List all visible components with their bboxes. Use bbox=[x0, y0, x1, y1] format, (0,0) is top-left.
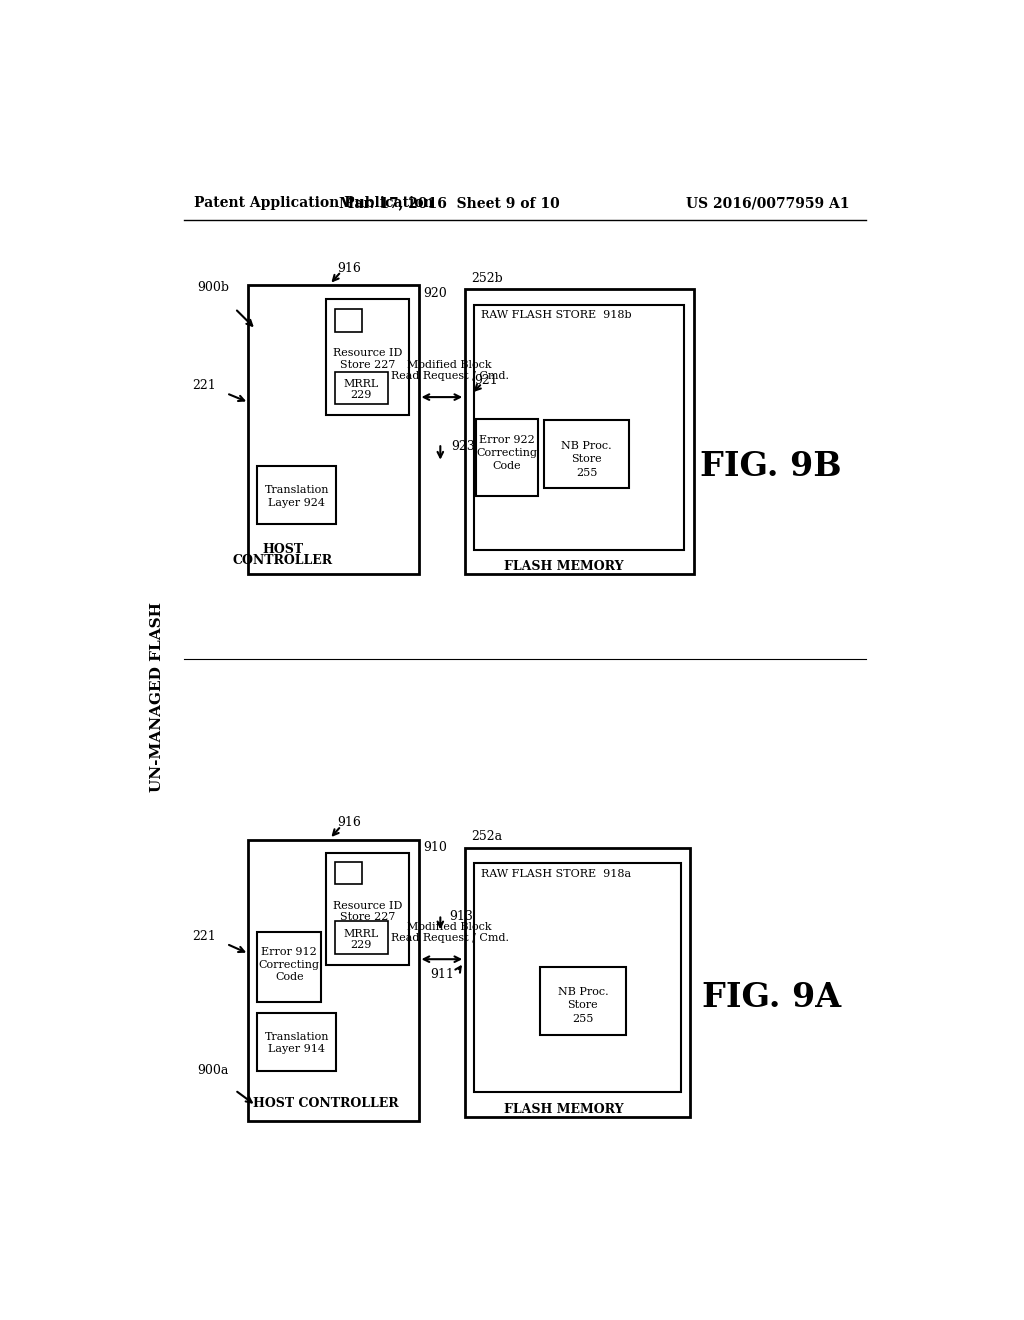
Bar bbox=[335, 309, 362, 331]
Text: Store: Store bbox=[567, 1001, 598, 1010]
Text: Translation: Translation bbox=[264, 486, 329, 495]
Bar bbox=[257, 466, 337, 524]
Bar bbox=[544, 420, 630, 488]
Text: Store: Store bbox=[571, 454, 602, 463]
Text: MRRL: MRRL bbox=[344, 929, 379, 939]
Text: FLASH MEMORY: FLASH MEMORY bbox=[504, 560, 624, 573]
Text: HOST: HOST bbox=[262, 543, 303, 556]
Bar bbox=[335, 372, 388, 404]
Text: 913: 913 bbox=[450, 911, 473, 924]
Text: Layer 924: Layer 924 bbox=[268, 498, 326, 508]
Text: Layer 914: Layer 914 bbox=[268, 1044, 326, 1055]
Text: 252b: 252b bbox=[471, 272, 503, 285]
Bar bbox=[326, 853, 410, 965]
Text: Translation: Translation bbox=[264, 1032, 329, 1041]
Bar bbox=[476, 418, 538, 496]
Text: 923: 923 bbox=[452, 440, 475, 453]
Text: 221: 221 bbox=[191, 379, 216, 392]
Text: Read Request / Cmd.: Read Request / Cmd. bbox=[390, 371, 509, 380]
Bar bbox=[465, 289, 693, 574]
Text: 910: 910 bbox=[423, 841, 447, 854]
Text: Store 227: Store 227 bbox=[340, 360, 395, 370]
Bar bbox=[335, 862, 362, 884]
Text: 916: 916 bbox=[337, 816, 360, 829]
Text: Store 227: Store 227 bbox=[340, 912, 395, 921]
Text: FIG. 9A: FIG. 9A bbox=[701, 981, 841, 1014]
Text: Resource ID: Resource ID bbox=[333, 348, 402, 358]
Text: 229: 229 bbox=[350, 940, 372, 949]
Text: 900b: 900b bbox=[198, 281, 229, 294]
Bar bbox=[474, 863, 681, 1093]
Text: CONTROLLER: CONTROLLER bbox=[232, 554, 333, 566]
Bar bbox=[248, 285, 419, 574]
Text: 916: 916 bbox=[337, 261, 360, 275]
Text: HOST CONTROLLER: HOST CONTROLLER bbox=[253, 1097, 398, 1110]
Text: 229: 229 bbox=[350, 389, 372, 400]
Bar bbox=[257, 1014, 337, 1071]
Text: FLASH MEMORY: FLASH MEMORY bbox=[504, 1102, 624, 1115]
Text: Modified Block: Modified Block bbox=[408, 360, 492, 370]
Text: Correcting: Correcting bbox=[259, 960, 319, 970]
Text: UN-MANAGED FLASH: UN-MANAGED FLASH bbox=[151, 602, 165, 792]
Bar bbox=[335, 921, 388, 954]
Text: Error 922: Error 922 bbox=[479, 436, 535, 445]
Text: Mar. 17, 2016  Sheet 9 of 10: Mar. 17, 2016 Sheet 9 of 10 bbox=[339, 197, 560, 210]
Text: Read Request / Cmd.: Read Request / Cmd. bbox=[390, 933, 509, 942]
Bar bbox=[541, 966, 626, 1035]
Text: Code: Code bbox=[274, 972, 303, 982]
Text: Error 912: Error 912 bbox=[261, 948, 317, 957]
Text: 255: 255 bbox=[572, 1014, 594, 1024]
Bar bbox=[257, 932, 321, 1002]
Text: 900a: 900a bbox=[198, 1064, 229, 1077]
Text: Patent Application Publication: Patent Application Publication bbox=[194, 197, 433, 210]
Text: Modified Block: Modified Block bbox=[408, 921, 492, 932]
Text: RAW FLASH STORE  918b: RAW FLASH STORE 918b bbox=[480, 310, 631, 321]
Text: 920: 920 bbox=[423, 286, 447, 300]
Text: 255: 255 bbox=[577, 467, 597, 478]
Text: MRRL: MRRL bbox=[344, 379, 379, 389]
Text: 911: 911 bbox=[430, 968, 455, 981]
Bar bbox=[465, 847, 690, 1117]
Text: 252a: 252a bbox=[471, 830, 503, 843]
Bar bbox=[326, 300, 410, 414]
Text: RAW FLASH STORE  918a: RAW FLASH STORE 918a bbox=[480, 869, 631, 879]
Text: NB Proc.: NB Proc. bbox=[561, 441, 612, 450]
Text: Correcting: Correcting bbox=[476, 449, 538, 458]
Text: Code: Code bbox=[493, 462, 521, 471]
Text: US 2016/0077959 A1: US 2016/0077959 A1 bbox=[686, 197, 850, 210]
Text: FIG. 9B: FIG. 9B bbox=[700, 450, 842, 483]
Bar bbox=[474, 305, 684, 549]
Text: Resource ID: Resource ID bbox=[333, 902, 402, 911]
Text: 221: 221 bbox=[191, 929, 216, 942]
Text: 921: 921 bbox=[474, 374, 498, 387]
Bar bbox=[248, 840, 419, 1121]
Text: NB Proc.: NB Proc. bbox=[558, 987, 608, 998]
